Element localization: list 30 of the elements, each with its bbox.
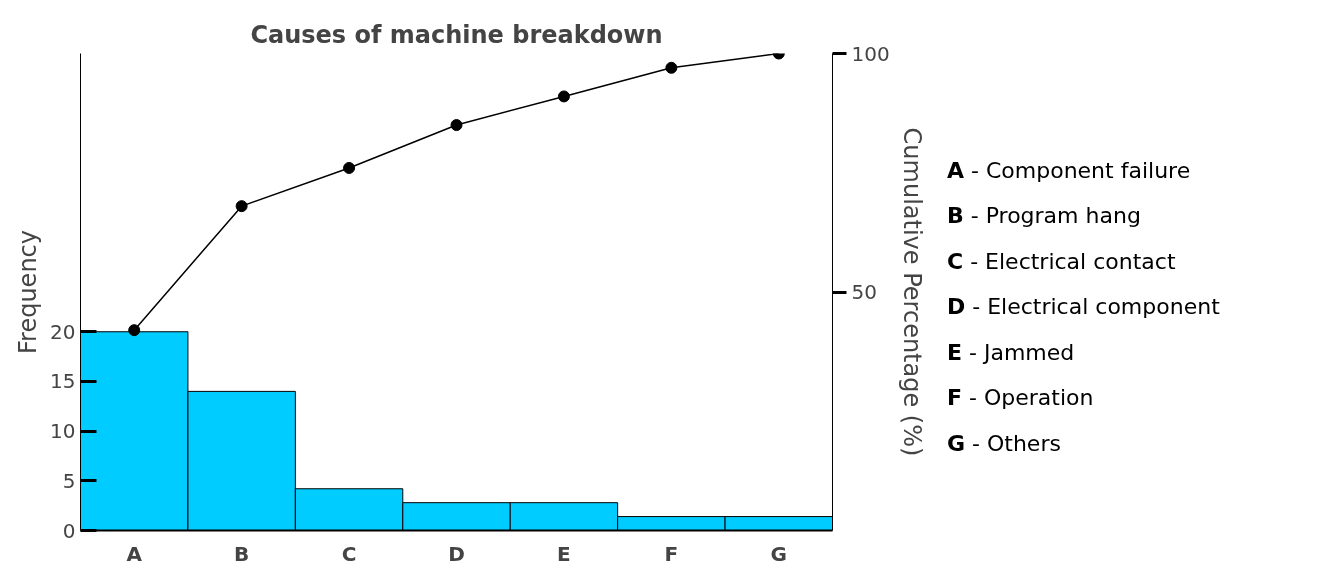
- point: [235, 200, 248, 213]
- y-axis-title: Frequency: [14, 230, 43, 354]
- point: [128, 324, 141, 337]
- x-tick-label: E: [557, 541, 571, 566]
- text: D - Electrical component: [947, 293, 1220, 322]
- x-tick-label: C: [341, 541, 357, 566]
- text: E - Jammed: [947, 338, 1076, 367]
- x-tick-label: G: [770, 541, 787, 566]
- y-tick-label: 0: [62, 518, 76, 543]
- text: C - Electrical contact: [947, 247, 1177, 276]
- y-tick-label: 10: [50, 419, 76, 444]
- point: [450, 119, 463, 132]
- y-tick-label: 20: [50, 319, 76, 344]
- y2-tick-label: 100: [851, 41, 890, 66]
- point: [343, 161, 356, 174]
- text: F - Operation: [947, 384, 1095, 413]
- y2-tick-label: 50: [851, 280, 877, 304]
- x-tick-label: F: [664, 541, 679, 566]
- text: B - Program hang: [947, 202, 1142, 231]
- x-tick-label: D: [448, 541, 465, 566]
- y-tick-label: 15: [50, 369, 76, 394]
- point: [557, 90, 570, 103]
- text: A - Component failure: [947, 157, 1192, 185]
- y-tick-label: 5: [62, 468, 76, 493]
- y2-axis-title: Cumulative Percentage (%): [897, 127, 926, 457]
- chart-title: Causes of machine breakdown: [250, 20, 663, 49]
- x-tick-label: A: [126, 541, 143, 566]
- point: [665, 61, 678, 74]
- text: G - Others: [947, 429, 1062, 458]
- x-tick-label: B: [234, 541, 250, 566]
